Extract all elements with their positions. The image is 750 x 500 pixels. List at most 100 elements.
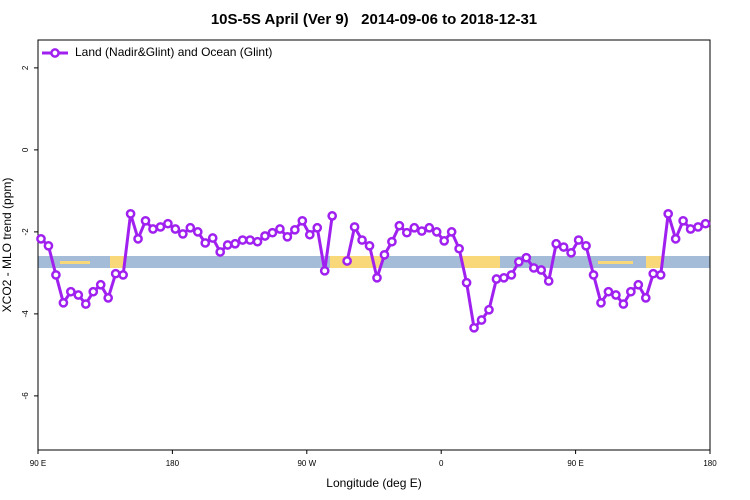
data-point (596, 297, 606, 308)
data-point (469, 322, 479, 333)
data-point (536, 265, 547, 275)
data-point (424, 222, 435, 233)
data-point (446, 227, 457, 237)
data-point (626, 286, 636, 297)
legend-label: Land (Nadir&Glint) and Ocean (Glint) (75, 45, 272, 59)
data-point (491, 274, 502, 284)
data-point (327, 211, 338, 221)
data-point (484, 304, 494, 315)
data-point (685, 224, 696, 234)
data-point (192, 227, 203, 237)
data-point (528, 263, 539, 273)
data-point (163, 218, 173, 229)
data-point (670, 234, 681, 244)
data-point (588, 270, 599, 280)
data-point (387, 236, 397, 247)
x-tick-label: 180 (703, 459, 717, 468)
data-point (439, 236, 450, 246)
data-point (282, 231, 293, 242)
series-line (39, 212, 707, 330)
data-point (88, 286, 99, 297)
y-tick-label: -6 (21, 392, 30, 400)
data-point (342, 256, 352, 266)
x-axis-label: Longitude (deg E) (326, 476, 421, 490)
data-point (155, 222, 166, 232)
data-point (319, 265, 330, 276)
y-axis-label: XCO2 - MLO trend (ppm) (0, 178, 14, 313)
y-tick-label: -4 (21, 310, 30, 318)
data-point (215, 247, 226, 257)
x-tick-label: 0 (439, 459, 444, 468)
data-point (521, 252, 532, 263)
data-point (80, 299, 91, 309)
data-point (611, 290, 621, 300)
data-point (357, 235, 367, 245)
data-point (648, 268, 659, 279)
data-point (230, 238, 240, 249)
data-point (431, 227, 442, 237)
data-point (566, 247, 576, 258)
data-point (95, 279, 106, 290)
data-point (573, 235, 584, 245)
y-tick-label: 0 (21, 147, 30, 152)
data-point (678, 215, 688, 226)
data-point (133, 234, 143, 244)
data-point (110, 268, 121, 279)
data-point (476, 315, 487, 325)
data-point (36, 234, 46, 244)
y-tick-label: 2 (21, 65, 30, 70)
data-point (297, 215, 308, 226)
data-point (581, 240, 591, 251)
data-point (402, 227, 412, 238)
data-point (252, 236, 263, 247)
data-point (633, 279, 644, 290)
data-point (267, 227, 278, 238)
data-point (222, 240, 233, 250)
data-point (73, 290, 84, 300)
data-point (170, 224, 181, 234)
y-tick-label: -2 (21, 228, 30, 236)
x-tick-label: 90 W (297, 459, 316, 468)
data-point (409, 222, 420, 233)
data-point (312, 222, 323, 233)
data-point (640, 293, 651, 303)
data-point (245, 235, 255, 245)
data-point (178, 229, 188, 239)
data-point (125, 208, 136, 219)
data-point (506, 270, 517, 280)
data-point (372, 272, 382, 283)
data-point (454, 243, 464, 254)
data-point (200, 238, 211, 248)
x-tick-label: 90 E (567, 459, 583, 468)
data-point (461, 277, 472, 288)
data-point (185, 222, 196, 233)
data-point (290, 224, 300, 235)
data-point (237, 235, 248, 245)
data-point (51, 270, 61, 280)
data-point (140, 215, 151, 226)
data-point (349, 222, 360, 232)
data-point (551, 238, 562, 249)
data-point (260, 231, 270, 241)
x-tick-label: 180 (166, 459, 180, 468)
data-point (394, 220, 405, 231)
chart-title: 10S-5S April (Ver 9) 2014-09-06 to 2018-… (211, 11, 537, 28)
data-point (304, 229, 315, 240)
data-point (103, 293, 114, 303)
data-point (43, 240, 54, 251)
data-point (58, 297, 69, 308)
data-point (700, 218, 711, 229)
data-point (148, 224, 158, 234)
data-point (66, 286, 76, 297)
data-point (207, 233, 218, 243)
data-point (603, 286, 614, 297)
data-point (514, 256, 524, 267)
plot-frame (37, 39, 711, 451)
data-point (558, 242, 569, 252)
data-point (275, 224, 285, 234)
data-point (618, 299, 629, 309)
x-tick-label: 90 E (30, 459, 46, 468)
data-point (655, 270, 666, 280)
